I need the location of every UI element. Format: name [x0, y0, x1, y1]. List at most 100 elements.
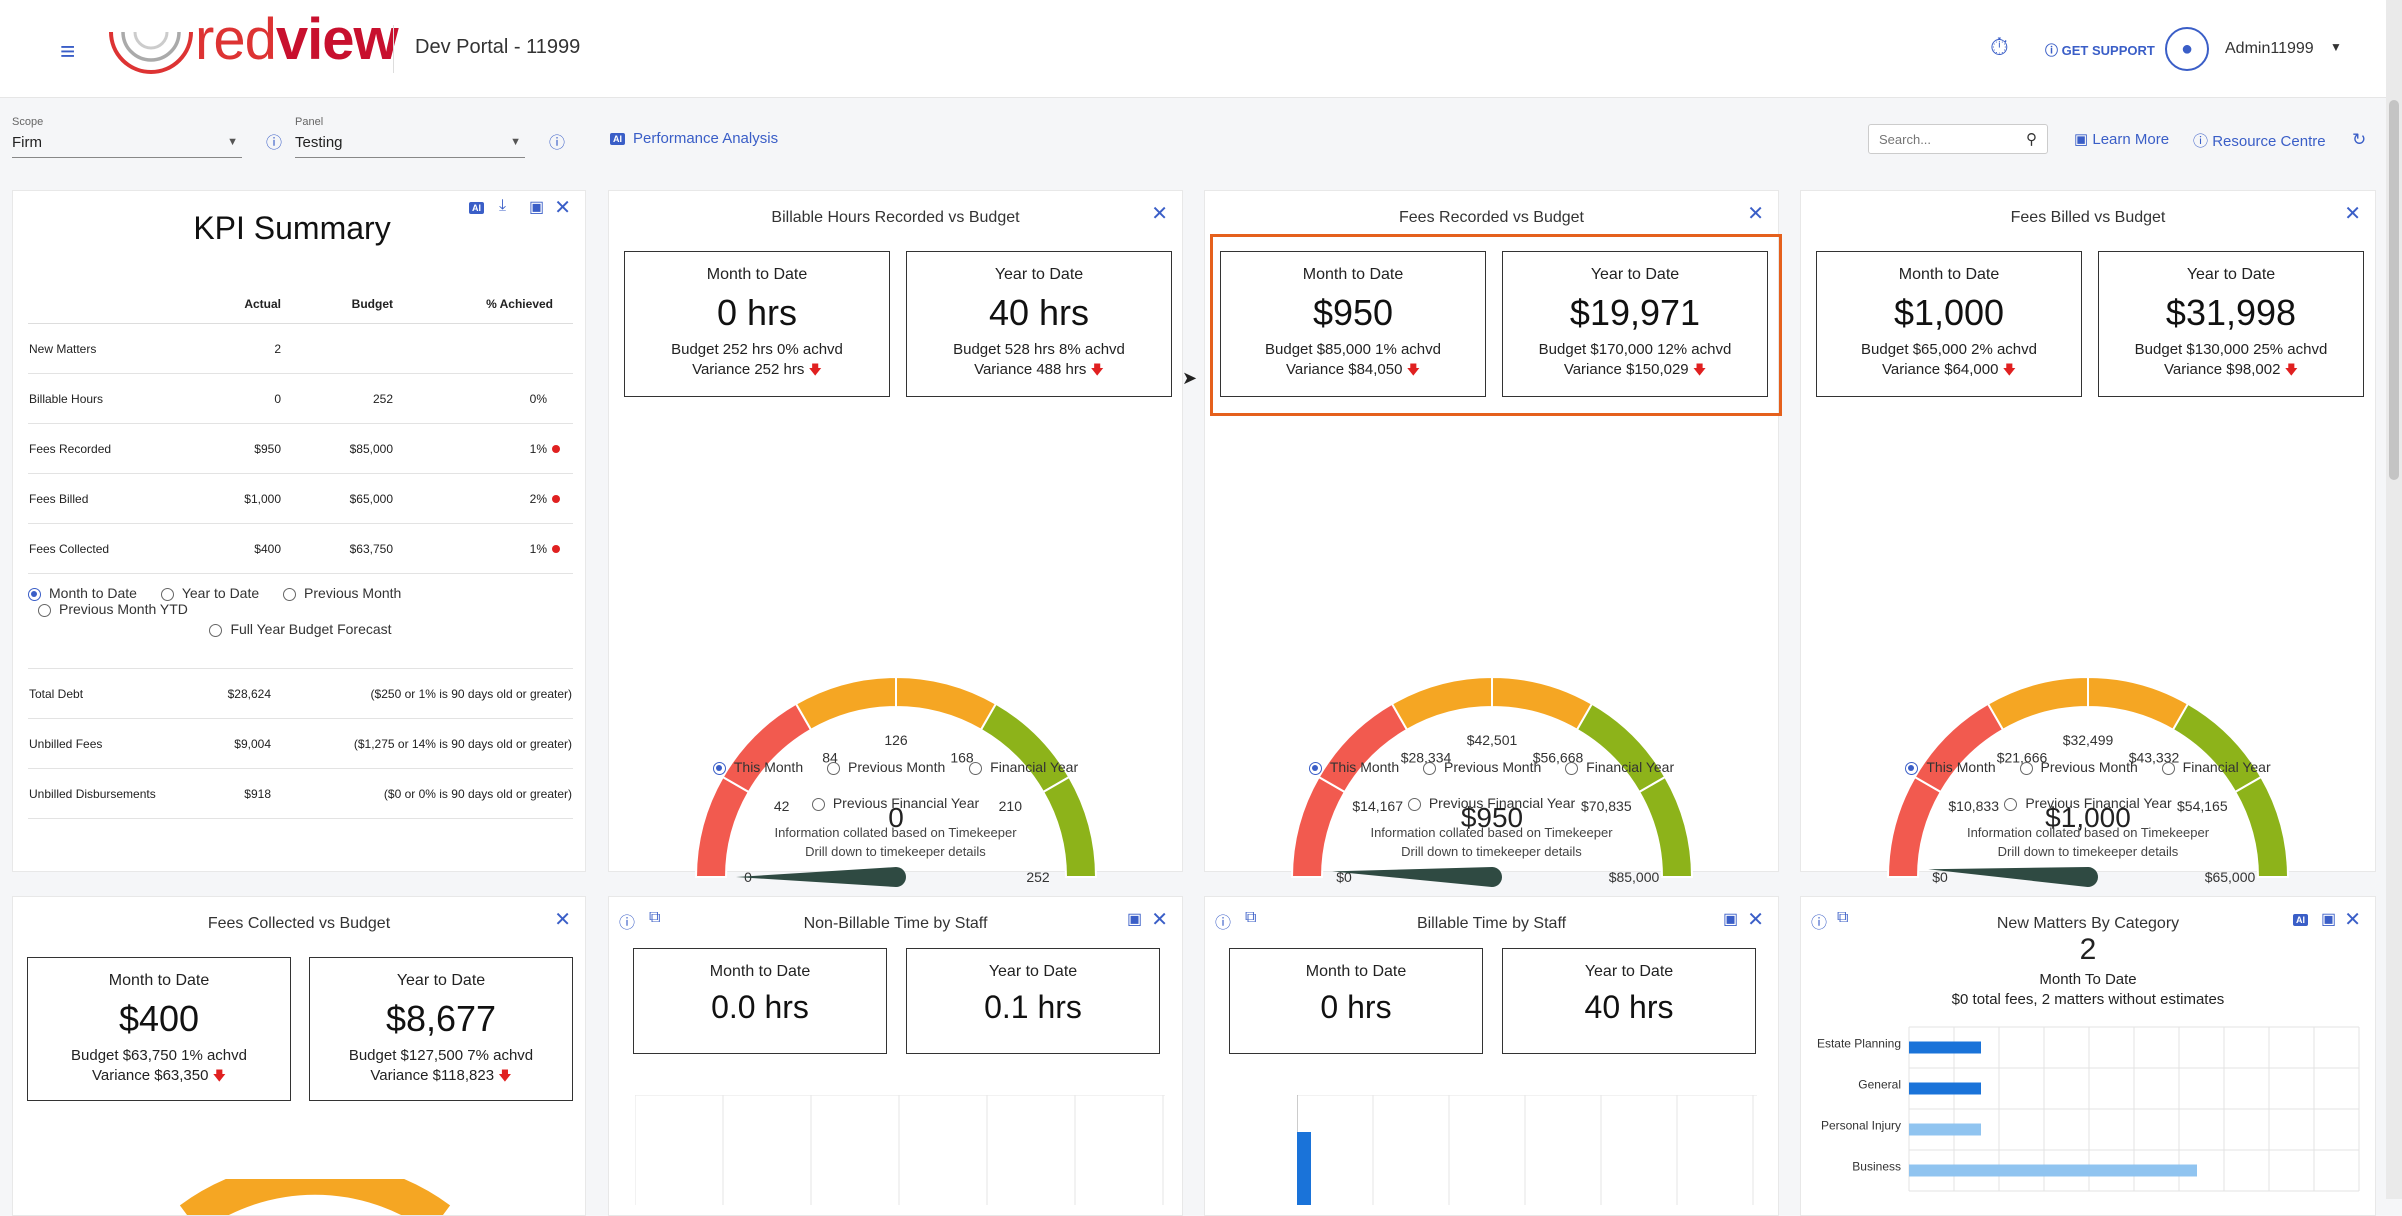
- panel-select[interactable]: Panel Testing ▼: [295, 116, 525, 158]
- close-icon[interactable]: ✕: [1151, 909, 1168, 931]
- bar[interactable]: [1909, 1123, 1981, 1136]
- expand-icon[interactable]: ▣: [529, 199, 545, 216]
- performance-analysis-link[interactable]: AI Performance Analysis: [610, 130, 778, 147]
- ytd-card[interactable]: Year to Date 40 hrs: [1502, 948, 1756, 1054]
- close-icon[interactable]: ✕: [1151, 203, 1168, 225]
- radio-this-month[interactable]: This Month: [712, 759, 803, 775]
- search-icon[interactable]: ⚲: [2026, 131, 2037, 148]
- bar[interactable]: [1909, 1164, 2197, 1177]
- mtd-card[interactable]: Month to Date $400 Budget $63,750 1% ach…: [27, 957, 291, 1101]
- copy-icon[interactable]: ⧉: [649, 909, 661, 926]
- search-box[interactable]: ⚲: [1868, 124, 2048, 154]
- gauge-needle: [1332, 867, 1502, 887]
- card-value: 0.0 hrs: [711, 989, 809, 1025]
- row-actual: $950: [230, 423, 282, 474]
- radio-previous-financial-year[interactable]: Previous Financial Year: [811, 795, 979, 811]
- mtd-card[interactable]: Month to Date 0 hrs Budget 252 hrs 0% ac…: [624, 251, 890, 397]
- drilldown-link[interactable]: Drill down to timekeeper details: [1997, 844, 2179, 859]
- radio-previous-month[interactable]: Previous Month: [827, 759, 945, 775]
- info-icon[interactable]: ⓘ: [1811, 915, 1828, 932]
- radio-previous-month[interactable]: Previous Month: [1423, 759, 1541, 775]
- timer-icon[interactable]: ⏱: [1990, 34, 2009, 61]
- status-dot: [552, 544, 560, 553]
- scope-select[interactable]: Scope Firm ▼: [12, 116, 242, 158]
- expand-icon[interactable]: ▣: [1723, 911, 1739, 928]
- scrollbar-thumb[interactable]: [2389, 100, 2399, 480]
- close-icon[interactable]: ✕: [2344, 909, 2361, 931]
- bar[interactable]: [1909, 1041, 1981, 1054]
- mtd-card[interactable]: Month to Date $950 Budget $85,000 1% ach…: [1220, 251, 1486, 397]
- bar[interactable]: [1909, 1082, 1981, 1095]
- radio-previous-financial-year[interactable]: Previous Financial Year: [1407, 795, 1575, 811]
- table-row[interactable]: Unbilled Fees $9,004 ($1,275 or 14% is 9…: [28, 718, 573, 769]
- avatar[interactable]: ●: [2165, 27, 2209, 71]
- copy-icon[interactable]: ⧉: [1245, 909, 1257, 926]
- table-row[interactable]: Total Debt $28,624 ($250 or 1% is 90 day…: [28, 668, 573, 719]
- resource-centre-link[interactable]: ⓘ Resource Centre: [2193, 133, 2326, 150]
- radio-financial-year[interactable]: Financial Year: [2161, 759, 2271, 775]
- ytd-card[interactable]: Year to Date $19,971 Budget $170,000 12%…: [1502, 251, 1768, 397]
- table-row[interactable]: Unbilled Disbursements $918 ($0 or 0% is…: [28, 768, 573, 819]
- ai-icon[interactable]: AI: [2293, 913, 2308, 926]
- ai-icon[interactable]: AI: [469, 201, 484, 214]
- search-input[interactable]: [1877, 131, 2021, 148]
- scope-info-icon[interactable]: ⓘ: [266, 135, 283, 152]
- info-icon[interactable]: ⓘ: [1215, 915, 1232, 932]
- table-row[interactable]: New Matters 2: [28, 323, 573, 374]
- card-heading: Year to Date: [988, 963, 1078, 980]
- radio-this-month[interactable]: This Month: [1905, 759, 1996, 775]
- radio-this-month[interactable]: This Month: [1308, 759, 1399, 775]
- ytd-card[interactable]: Year to Date 40 hrs Budget 528 hrs 8% ac…: [906, 251, 1172, 397]
- radio-previous-month[interactable]: Previous Month: [283, 585, 401, 601]
- radio-financial-year[interactable]: Financial Year: [969, 759, 1078, 775]
- gauge-tick-label: $21,666: [1997, 750, 2048, 766]
- close-icon[interactable]: ✕: [2344, 203, 2361, 225]
- close-icon[interactable]: ✕: [554, 197, 571, 219]
- refresh-icon[interactable]: ↻: [2352, 130, 2367, 149]
- card-variance: Variance $118,823 🡇: [370, 1067, 512, 1084]
- close-icon[interactable]: ✕: [1747, 203, 1764, 225]
- card-variance: Variance $84,050 🡇: [1285, 361, 1421, 378]
- menu-icon[interactable]: ≡: [60, 36, 76, 66]
- drilldown-link[interactable]: Drill down to timekeeper details: [1401, 844, 1582, 859]
- radio-year-to-date[interactable]: Year to Date: [160, 585, 259, 601]
- table-row[interactable]: Billable Hours 0 252 0%: [28, 373, 573, 424]
- user-name[interactable]: Admin11999: [2225, 40, 2314, 57]
- period-radios: This Month Previous Month Financial Year: [1205, 759, 1778, 775]
- scrollbar[interactable]: [2386, 0, 2402, 1199]
- bar[interactable]: [1297, 1132, 1311, 1205]
- radio-month-to-date[interactable]: Month to Date: [28, 585, 137, 601]
- mtd-card[interactable]: Month to Date 0 hrs: [1229, 948, 1483, 1054]
- close-icon[interactable]: ✕: [1747, 909, 1764, 931]
- ytd-card[interactable]: Year to Date $31,998 Budget $130,000 25%…: [2098, 251, 2364, 397]
- expand-icon[interactable]: ▣: [1127, 911, 1143, 928]
- mtd-card[interactable]: Month to Date $1,000 Budget $65,000 2% a…: [1816, 251, 2082, 397]
- gauge-needle: [736, 867, 906, 887]
- card-variance: Variance 252 hrs 🡇: [692, 361, 822, 378]
- card-budget: Budget $170,000 12% achvd: [1538, 341, 1732, 358]
- radio-previous-month-ytd[interactable]: Previous Month YTD: [38, 601, 188, 617]
- ytd-card[interactable]: Year to Date 0.1 hrs: [906, 948, 1160, 1054]
- close-icon[interactable]: ✕: [554, 909, 571, 931]
- chevron-down-icon[interactable]: ▼: [2330, 40, 2342, 54]
- download-icon[interactable]: ⤓: [499, 197, 507, 214]
- table-row[interactable]: Fees Billed $1,000 $65,000 2%: [28, 473, 573, 524]
- radio-previous-financial-year[interactable]: Previous Financial Year: [2004, 795, 2172, 811]
- panel-info-icon[interactable]: ⓘ: [549, 135, 566, 152]
- ytd-card[interactable]: Year to Date $8,677 Budget $127,500 7% a…: [309, 957, 573, 1101]
- get-support-link[interactable]: ⓘ GET SUPPORT: [2045, 43, 2155, 58]
- radio-full-year-forecast[interactable]: Full Year Budget Forecast: [209, 621, 392, 637]
- expand-icon[interactable]: ▣: [2321, 911, 2337, 928]
- radio-financial-year[interactable]: Financial Year: [1565, 759, 1674, 775]
- card-value: 0.1 hrs: [984, 989, 1082, 1025]
- kpi-title: KPI Summary: [193, 210, 391, 246]
- learn-more-link[interactable]: ▣ Learn More: [2074, 131, 2170, 148]
- copy-icon[interactable]: ⧉: [1837, 909, 1849, 926]
- drilldown-link[interactable]: Drill down to timekeeper details: [805, 844, 986, 859]
- table-row[interactable]: Fees Collected $400 $63,750 1%: [28, 523, 573, 574]
- info-icon[interactable]: ⓘ: [619, 915, 636, 932]
- radio-previous-month[interactable]: Previous Month: [2019, 759, 2138, 775]
- card-variance: Variance 488 hrs 🡇: [974, 361, 1104, 378]
- table-row[interactable]: Fees Recorded $950 $85,000 1%: [28, 423, 573, 474]
- mtd-card[interactable]: Month to Date 0.0 hrs: [633, 948, 887, 1054]
